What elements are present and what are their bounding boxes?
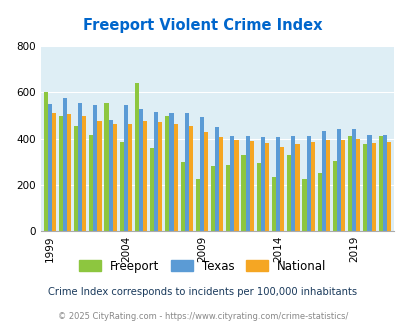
Bar — [215, 127, 219, 231]
Bar — [93, 105, 97, 231]
Bar — [356, 139, 360, 231]
Bar — [113, 123, 117, 231]
Bar — [43, 92, 47, 231]
Bar — [180, 162, 184, 231]
Bar — [226, 165, 230, 231]
Bar — [256, 163, 260, 231]
Bar — [63, 98, 67, 231]
Bar — [264, 143, 269, 231]
Bar — [97, 121, 101, 231]
Bar — [219, 137, 223, 231]
Bar — [295, 145, 299, 231]
Bar — [367, 135, 371, 231]
Bar — [371, 143, 375, 231]
Bar — [340, 140, 344, 231]
Bar — [332, 161, 336, 231]
Bar — [188, 126, 192, 231]
Bar — [271, 177, 275, 231]
Bar — [325, 140, 329, 231]
Bar — [279, 147, 284, 231]
Bar — [89, 135, 93, 231]
Bar — [249, 141, 253, 231]
Text: Crime Index corresponds to incidents per 100,000 inhabitants: Crime Index corresponds to incidents per… — [48, 287, 357, 297]
Bar — [199, 117, 204, 231]
Legend: Freeport, Texas, National: Freeport, Texas, National — [75, 255, 330, 278]
Bar — [302, 179, 306, 231]
Bar — [82, 115, 86, 231]
Bar — [143, 121, 147, 231]
Bar — [128, 123, 132, 231]
Bar — [241, 155, 245, 231]
Bar — [362, 145, 367, 231]
Text: © 2025 CityRating.com - https://www.cityrating.com/crime-statistics/: © 2025 CityRating.com - https://www.city… — [58, 312, 347, 321]
Bar — [74, 126, 78, 231]
Text: Freeport Violent Crime Index: Freeport Violent Crime Index — [83, 18, 322, 33]
Bar — [119, 142, 124, 231]
Bar — [351, 129, 356, 231]
Bar — [59, 115, 63, 231]
Bar — [386, 142, 390, 231]
Bar — [347, 136, 351, 231]
Bar — [336, 129, 340, 231]
Bar — [306, 136, 310, 231]
Bar — [150, 148, 154, 231]
Bar — [104, 103, 108, 231]
Bar — [310, 142, 314, 231]
Bar — [245, 136, 249, 231]
Bar — [139, 109, 143, 231]
Bar — [158, 122, 162, 231]
Bar — [154, 112, 158, 231]
Bar — [78, 103, 82, 231]
Bar — [52, 113, 56, 231]
Bar — [211, 166, 215, 231]
Bar — [124, 105, 128, 231]
Bar — [290, 136, 295, 231]
Bar — [204, 132, 208, 231]
Bar — [195, 179, 199, 231]
Bar — [108, 120, 113, 231]
Bar — [260, 137, 264, 231]
Bar — [317, 173, 321, 231]
Bar — [321, 130, 325, 231]
Bar — [230, 136, 234, 231]
Bar — [184, 113, 188, 231]
Bar — [275, 137, 279, 231]
Bar — [169, 113, 173, 231]
Bar — [173, 123, 177, 231]
Bar — [165, 115, 169, 231]
Bar — [286, 155, 290, 231]
Bar — [134, 83, 139, 231]
Bar — [382, 135, 386, 231]
Bar — [67, 115, 71, 231]
Bar — [377, 136, 382, 231]
Bar — [234, 140, 238, 231]
Bar — [47, 104, 52, 231]
